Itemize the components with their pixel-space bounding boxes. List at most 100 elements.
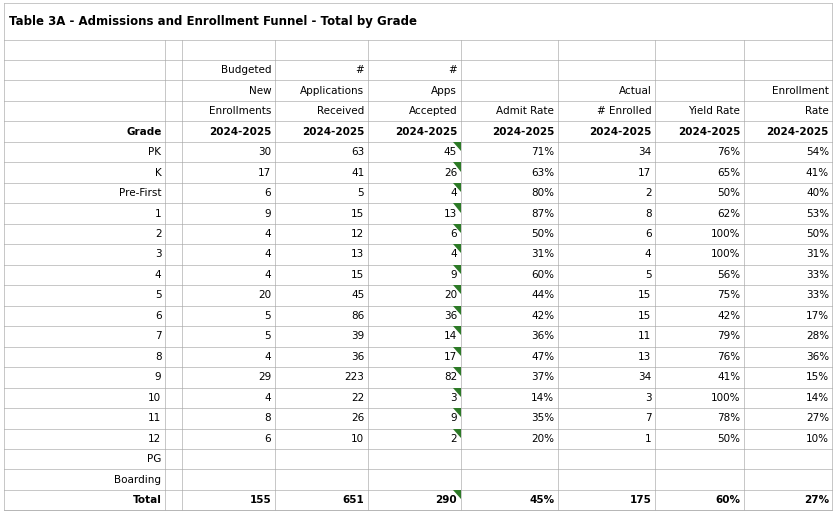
Bar — [4, 101, 832, 122]
Bar — [4, 347, 832, 367]
Text: 13: 13 — [444, 209, 457, 219]
Text: 3: 3 — [155, 249, 162, 260]
Text: 11: 11 — [638, 331, 651, 341]
Text: Table 3A - Admissions and Enrollment Funnel - Total by Grade: Table 3A - Admissions and Enrollment Fun… — [9, 14, 417, 28]
Text: 15: 15 — [638, 290, 651, 301]
Bar — [4, 469, 832, 490]
Bar — [4, 428, 832, 449]
Bar — [4, 40, 832, 60]
Text: 63: 63 — [351, 147, 364, 157]
Text: 41: 41 — [351, 168, 364, 177]
Polygon shape — [453, 326, 460, 336]
Polygon shape — [453, 265, 460, 274]
Text: 34: 34 — [638, 372, 651, 382]
Text: 20%: 20% — [531, 434, 555, 444]
Text: 33%: 33% — [806, 270, 829, 280]
Text: 13: 13 — [638, 352, 651, 362]
Text: Yield Rate: Yield Rate — [688, 106, 741, 116]
Text: 4: 4 — [155, 270, 162, 280]
Text: 35%: 35% — [531, 413, 555, 423]
Bar — [4, 449, 832, 469]
Text: 4: 4 — [645, 249, 651, 260]
Text: 75%: 75% — [717, 290, 741, 301]
Text: #: # — [355, 65, 364, 75]
Polygon shape — [453, 388, 460, 397]
Text: 15%: 15% — [806, 372, 829, 382]
Text: 5: 5 — [155, 290, 162, 301]
Text: 10: 10 — [351, 434, 364, 444]
Text: 2024-2025: 2024-2025 — [394, 127, 457, 136]
Text: PG: PG — [147, 454, 162, 464]
Text: # Enrolled: # Enrolled — [597, 106, 651, 116]
Text: 20: 20 — [444, 290, 457, 301]
Text: 78%: 78% — [717, 413, 741, 423]
Bar — [4, 3, 832, 40]
Text: 44%: 44% — [531, 290, 555, 301]
Bar — [4, 142, 832, 162]
Text: 17%: 17% — [806, 311, 829, 321]
Text: Pre-First: Pre-First — [119, 188, 162, 198]
Bar — [4, 367, 832, 388]
Text: 6: 6 — [450, 229, 457, 239]
Text: K: K — [154, 168, 162, 177]
Text: 31%: 31% — [531, 249, 555, 260]
Text: 62%: 62% — [717, 209, 741, 219]
Text: 9: 9 — [155, 372, 162, 382]
Bar — [4, 162, 832, 183]
Text: 40%: 40% — [806, 188, 829, 198]
Text: 8: 8 — [645, 209, 651, 219]
Polygon shape — [453, 490, 460, 499]
Text: 6: 6 — [264, 188, 271, 198]
Text: 14%: 14% — [806, 393, 829, 403]
Text: 27%: 27% — [804, 495, 829, 505]
Bar — [4, 224, 832, 244]
Text: 11: 11 — [148, 413, 162, 423]
Text: 15: 15 — [351, 270, 364, 280]
Text: 5: 5 — [264, 311, 271, 321]
Text: 41%: 41% — [806, 168, 829, 177]
Text: 12: 12 — [351, 229, 364, 239]
Text: Enrollments: Enrollments — [208, 106, 271, 116]
Text: 76%: 76% — [717, 352, 741, 362]
Text: 651: 651 — [343, 495, 364, 505]
Text: 2: 2 — [450, 434, 457, 444]
Text: 4: 4 — [264, 352, 271, 362]
Text: 36%: 36% — [806, 352, 829, 362]
Text: 4: 4 — [264, 229, 271, 239]
Text: New: New — [249, 86, 271, 96]
Text: 45: 45 — [351, 290, 364, 301]
Text: 50%: 50% — [531, 229, 555, 239]
Text: 45: 45 — [444, 147, 457, 157]
Text: Apps: Apps — [431, 86, 457, 96]
Text: 3: 3 — [645, 393, 651, 403]
Text: 39: 39 — [351, 331, 364, 341]
Text: 7: 7 — [155, 331, 162, 341]
Bar — [4, 306, 832, 326]
Text: 26: 26 — [444, 168, 457, 177]
Polygon shape — [453, 367, 460, 377]
Text: 28%: 28% — [806, 331, 829, 341]
Text: 29: 29 — [258, 372, 271, 382]
Polygon shape — [453, 224, 460, 233]
Text: 17: 17 — [638, 168, 651, 177]
Text: 5: 5 — [264, 331, 271, 341]
Text: 6: 6 — [155, 311, 162, 321]
Text: 86: 86 — [351, 311, 364, 321]
Polygon shape — [453, 408, 460, 417]
Bar — [4, 490, 832, 510]
Polygon shape — [453, 203, 460, 212]
Text: 36%: 36% — [531, 331, 555, 341]
Text: 2: 2 — [155, 229, 162, 239]
Polygon shape — [453, 306, 460, 315]
Text: 2024-2025: 2024-2025 — [766, 127, 829, 136]
Text: 80%: 80% — [531, 188, 555, 198]
Polygon shape — [453, 183, 460, 192]
Text: 60%: 60% — [716, 495, 741, 505]
Polygon shape — [453, 142, 460, 151]
Text: Rate: Rate — [806, 106, 829, 116]
Text: 223: 223 — [344, 372, 364, 382]
Text: 53%: 53% — [806, 209, 829, 219]
Text: 60%: 60% — [531, 270, 555, 280]
Text: 100%: 100% — [711, 249, 741, 260]
Text: Total: Total — [133, 495, 162, 505]
